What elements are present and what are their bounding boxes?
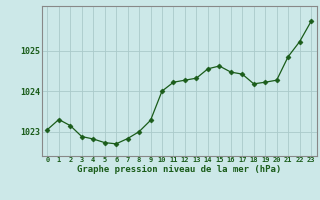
- X-axis label: Graphe pression niveau de la mer (hPa): Graphe pression niveau de la mer (hPa): [77, 165, 281, 174]
